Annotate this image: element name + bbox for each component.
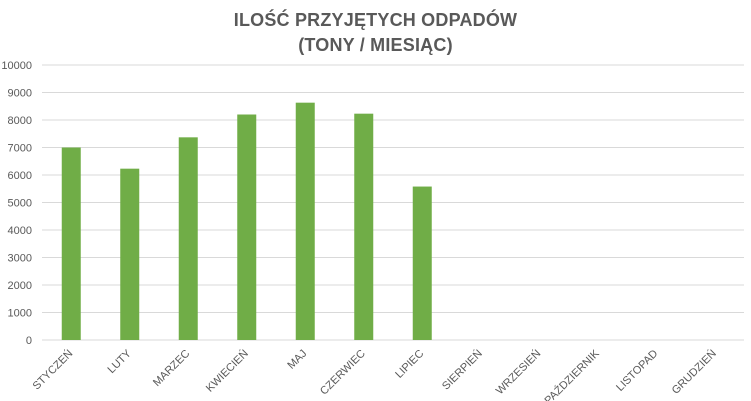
- x-tick-label: KWIECIEŃ: [203, 347, 251, 395]
- y-tick-label: 0: [26, 335, 32, 347]
- x-tick-label: LUTY: [105, 347, 134, 376]
- x-tick-label: PAŹDZIERNIK: [542, 346, 603, 401]
- x-tick-label: GRUDZIEŃ: [669, 347, 719, 397]
- bar: [237, 114, 257, 340]
- y-tick-label: 3000: [8, 253, 32, 265]
- chart-title: ILOŚĆ PRZYJĘTYCH ODPADÓW: [233, 10, 518, 30]
- bar: [61, 147, 81, 340]
- y-tick-label: 2000: [8, 280, 32, 292]
- bar: [412, 186, 432, 340]
- x-tick-label: LISTOPAD: [614, 348, 660, 394]
- chart-subtitle: (TONY / MIESIĄC): [298, 35, 453, 55]
- x-tick-label: MAJ: [285, 348, 309, 372]
- x-tick-label: LIPIEC: [393, 348, 426, 381]
- x-tick-label: MARZEC: [151, 348, 192, 389]
- y-tick-label: 7000: [8, 143, 32, 155]
- bar: [178, 137, 198, 340]
- y-tick-label: 1000: [8, 308, 32, 320]
- x-tick-label: WRZESIEŃ: [493, 347, 543, 397]
- x-tick-label: CZERWIEC: [318, 348, 368, 398]
- y-tick-label: 10000: [1, 60, 32, 72]
- bar: [295, 102, 315, 340]
- bar: [354, 113, 374, 340]
- y-tick-label: 6000: [8, 170, 32, 182]
- y-tick-label: 8000: [8, 115, 32, 127]
- y-tick-label: 5000: [8, 198, 32, 210]
- x-tick-label: SIERPIEŃ: [439, 347, 485, 393]
- y-tick-label: 4000: [8, 225, 32, 237]
- y-tick-label: 9000: [8, 88, 32, 100]
- bar: [120, 168, 140, 340]
- x-tick-label: STYCZEŃ: [30, 347, 76, 393]
